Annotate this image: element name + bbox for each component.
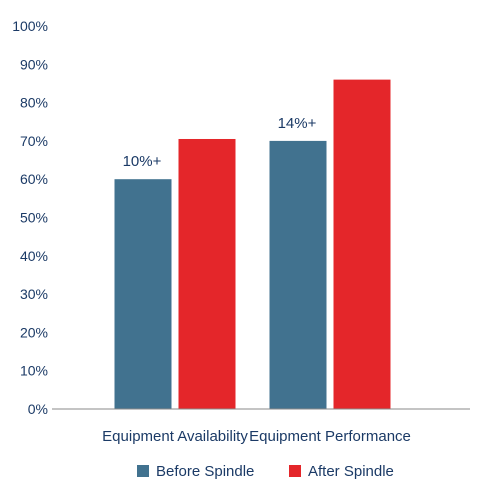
legend-label-before: Before Spindle (156, 463, 254, 480)
y-tick-label: 100% (12, 18, 48, 34)
legend: Before Spindle After Spindle (137, 463, 394, 480)
bar-before-1 (114, 179, 172, 409)
y-tick-label: 90% (20, 56, 48, 72)
y-tick-label: 80% (20, 95, 48, 111)
x-category-label: Equipment Availability (102, 428, 248, 445)
y-tick-label: 20% (20, 324, 48, 340)
bar-after-2 (333, 79, 391, 410)
bar-after-1 (178, 138, 236, 410)
y-tick-label: 40% (20, 248, 48, 264)
legend-swatch-before (137, 465, 149, 477)
y-tick-label: 0% (28, 401, 48, 417)
x-axis-categories: Equipment Availability Equipment Performa… (102, 428, 411, 445)
y-tick-label: 70% (20, 133, 48, 149)
y-tick-label: 60% (20, 171, 48, 187)
y-tick-label: 30% (20, 286, 48, 302)
bar-annotation: 10%+ (123, 153, 162, 170)
y-tick-label: 50% (20, 210, 48, 226)
bars (114, 79, 391, 410)
legend-label-after: After Spindle (308, 463, 394, 480)
legend-swatch-after (289, 465, 301, 477)
y-axis-ticks: 0% 10% 20% 30% 40% 50% 60% 70% 80% 90% 100% (12, 18, 48, 417)
x-category-label: Equipment Performance (249, 428, 411, 445)
bar-before-2 (269, 140, 327, 409)
bar-annotations: 10%+ 14%+ (123, 115, 317, 170)
bar-annotation: 14%+ (278, 115, 317, 132)
y-tick-label: 10% (20, 363, 48, 379)
